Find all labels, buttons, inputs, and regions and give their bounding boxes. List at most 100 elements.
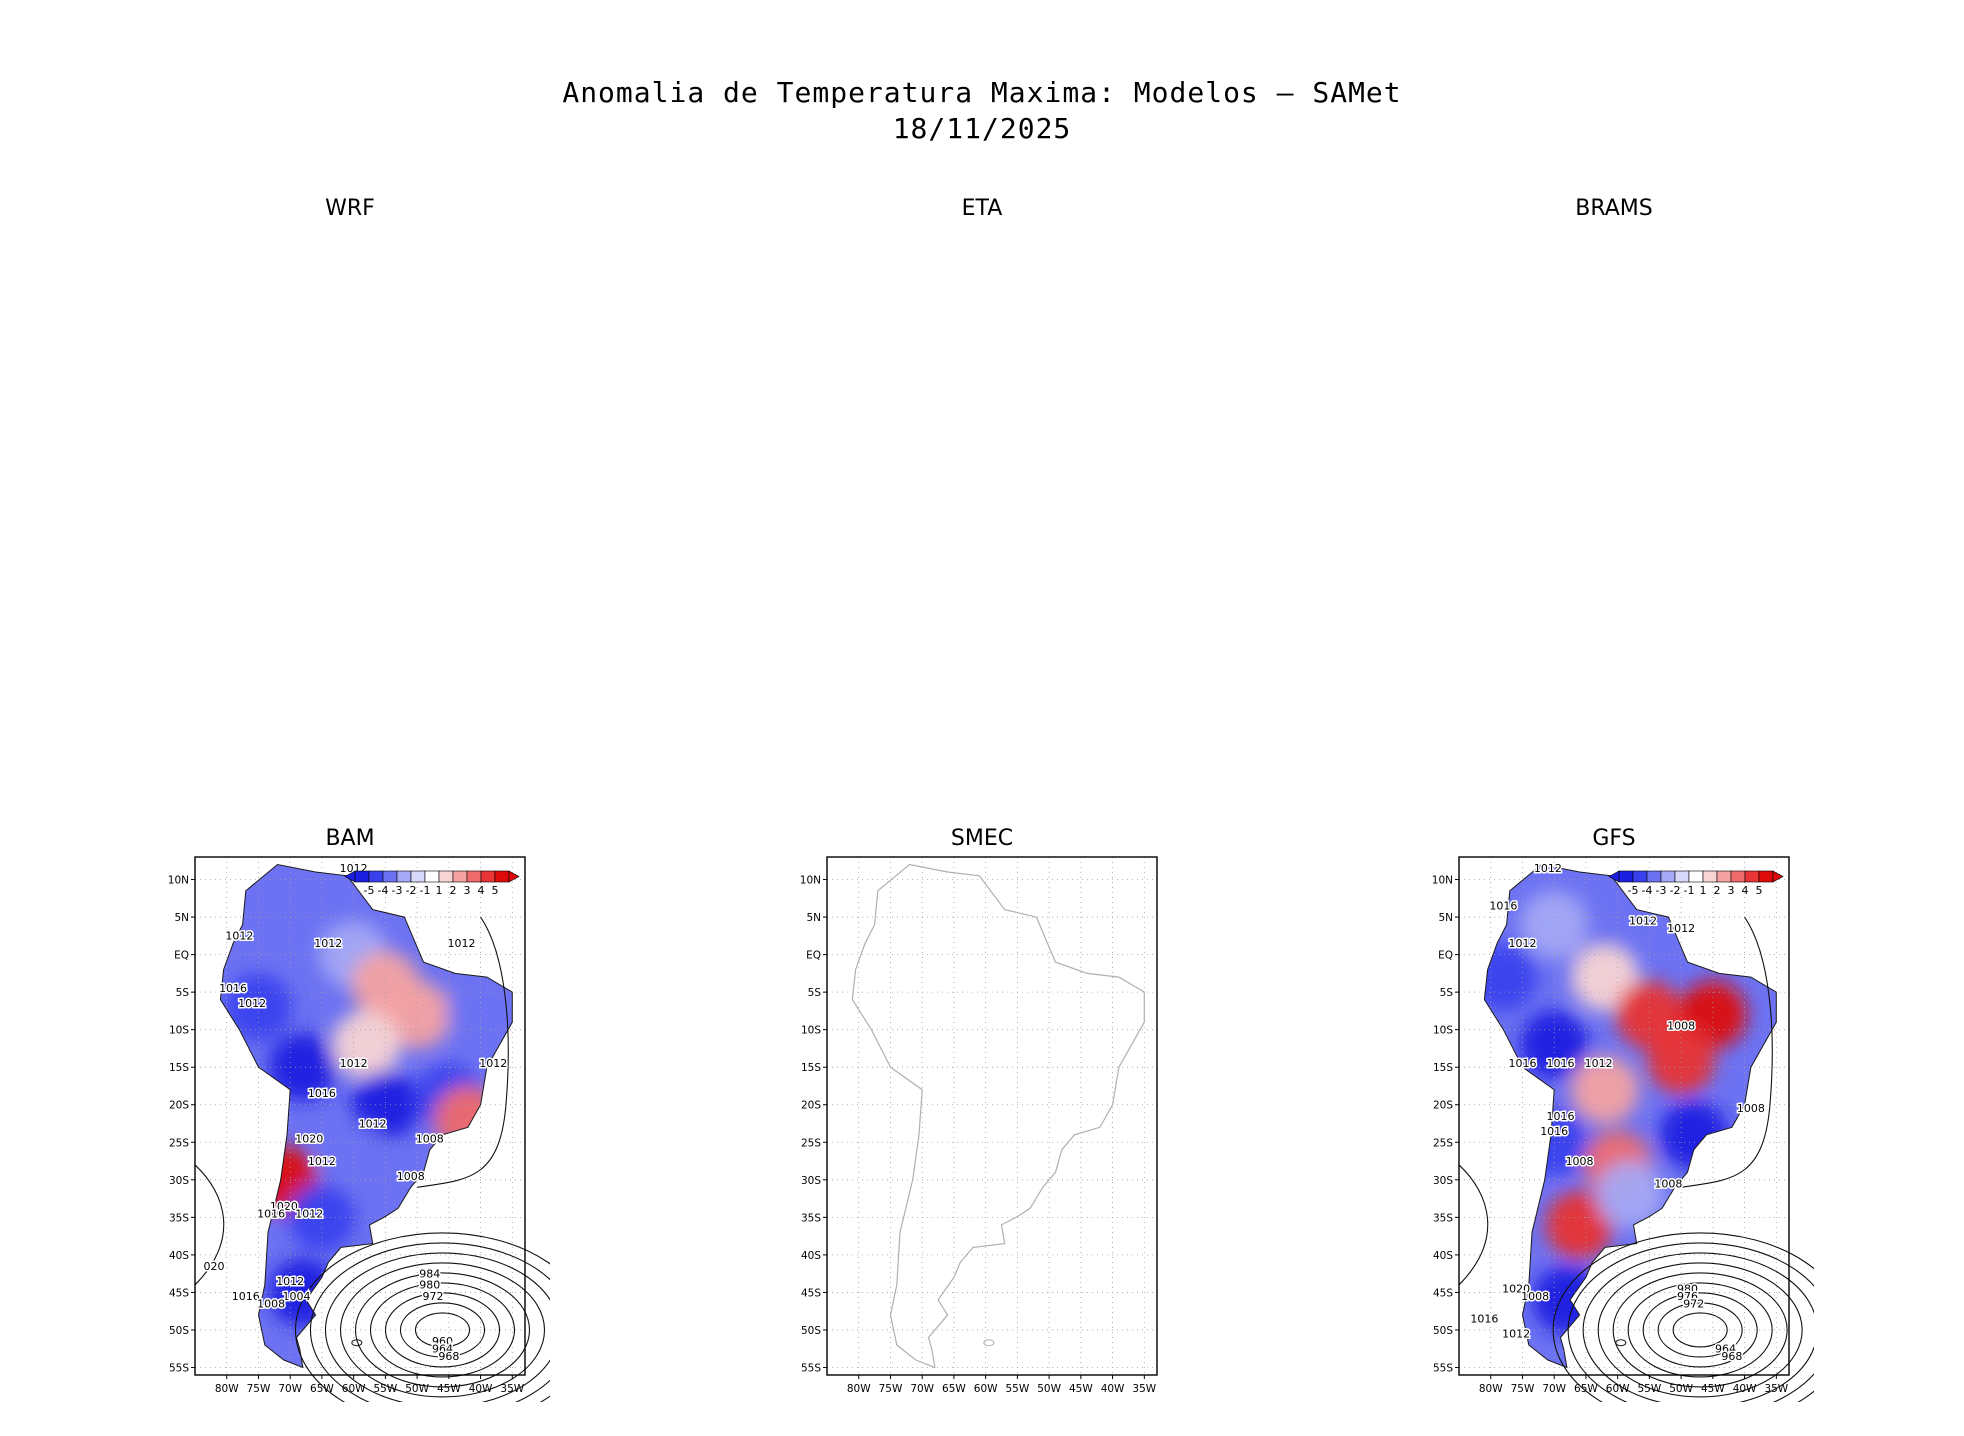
gfs-isobar-ring-9 — [1552, 1232, 1814, 1402]
gfs-anomaly-region-12 — [1596, 1160, 1665, 1229]
gfs-isobar-label-20: 972 — [1683, 1297, 1704, 1310]
gfs-legend-label-1: -4 — [1642, 884, 1653, 897]
bam-isobar-label-5: 1012 — [238, 997, 266, 1010]
bam-isobar-label-14: 1020 — [270, 1200, 298, 1213]
gfs-legend-label-6: 2 — [1714, 884, 1721, 897]
gfs-y-tick-label: 25S — [1433, 1137, 1453, 1149]
bam-x-tick-label: 65W — [310, 1383, 334, 1395]
bam-x-tick-label: 50W — [405, 1383, 429, 1395]
gfs-legend-label-2: -3 — [1656, 884, 1667, 897]
smec-y-tick-label: 5N — [806, 912, 821, 924]
bam-y-tick-label: 55S — [169, 1362, 189, 1374]
bam-isobar-label-22: 984 — [419, 1267, 440, 1280]
figure-title: Anomalia de Temperatura Maxima: Modelos … — [562, 76, 1402, 109]
bam-y-tick-label: 10S — [169, 1025, 189, 1037]
bam-isobar-ring-9 — [294, 1232, 550, 1402]
bam-y-tick-label: 15S — [169, 1062, 189, 1074]
gfs-legend-label-3: -2 — [1670, 884, 1681, 897]
bam-isobar-label-20: 1004 — [283, 1290, 311, 1303]
bam-y-tick-label: 25S — [169, 1137, 189, 1149]
bam-isobar-label-27: 968 — [438, 1350, 459, 1363]
bam-isobar-label-12: 1012 — [308, 1155, 336, 1168]
bam-isobar-label-23: 980 — [419, 1279, 440, 1292]
bam-isobar-label-15: 1016 — [257, 1207, 285, 1220]
bam-y-tick-label: 10N — [168, 875, 189, 887]
bam-x-tick-label: 80W — [215, 1383, 239, 1395]
gfs-y-tick-label: 50S — [1433, 1325, 1453, 1337]
gfs-isobar-ring-4 — [1627, 1282, 1773, 1378]
gfs-isobar-ring-3 — [1642, 1292, 1758, 1368]
bam-legend-label-7: 3 — [464, 884, 471, 897]
gfs-legend-label-5: 1 — [1700, 884, 1707, 897]
bam-x-tick-label: 75W — [247, 1383, 271, 1395]
smec-coastline — [851, 863, 1145, 1369]
bam-x-tick-label: 55W — [374, 1383, 398, 1395]
gfs-isobar-ring-6 — [1597, 1262, 1803, 1398]
bam-isobar-ring-3 — [384, 1292, 501, 1368]
gfs-isobar-ring-2 — [1657, 1302, 1743, 1358]
bam-isobar-label-26: 964 — [432, 1342, 453, 1355]
bam-legend-label-5: 1 — [436, 884, 443, 897]
bam-isobar-label-19: 1016 — [232, 1290, 260, 1303]
smec-plot-frame — [826, 856, 1158, 1376]
gfs-anomaly-region-6 — [1520, 1010, 1589, 1079]
bam-isobar-ring-5 — [354, 1272, 531, 1388]
gfs-isobar-label-21: 964 — [1715, 1342, 1736, 1355]
gfs-x-tick-label: 35W — [1764, 1383, 1788, 1395]
bam-legend-swatch-5 — [424, 870, 440, 883]
bam-legend-label-1: -4 — [378, 884, 389, 897]
bam-legend-label-0: -5 — [364, 884, 375, 897]
bam-y-tick-label: 20S — [169, 1100, 189, 1112]
gfs-y-tick-label: 5N — [1438, 912, 1453, 924]
gfs-isobars: 1012 1016 1012 1012 1012 1008 1016 1016 1012 1008… — [1458, 861, 1814, 1402]
map-panel-smec: 10N 5N EQ 5S 10S 15S 20S 25S 30S 35S 40S 45S 50S 55S 8… — [800, 856, 1158, 1395]
bam-isobar-ring-4 — [369, 1282, 516, 1378]
bam-y-tick-label: 45S — [169, 1287, 189, 1299]
gfs-anomaly-region-11 — [1545, 1190, 1614, 1259]
gfs-anomaly-region-0 — [1520, 890, 1589, 959]
bam-x-tick-label: 60W — [342, 1383, 366, 1395]
gfs-legend-swatch-5 — [1688, 870, 1704, 883]
gfs-y-tick-label: 35S — [1433, 1212, 1453, 1224]
bam-y-tick-label: 30S — [169, 1175, 189, 1187]
gfs-isobar-label-22: 968 — [1721, 1350, 1742, 1363]
gfs-isobar-label-2: 1012 — [1508, 937, 1536, 950]
smec-y-tick-label: 20S — [801, 1100, 821, 1112]
gfs-isobar-label-17: 1012 — [1502, 1327, 1530, 1340]
gfs-x-tick-label: 55W — [1638, 1383, 1662, 1395]
bam-x-tick-label: 40W — [469, 1383, 493, 1395]
gfs-isobar-label-11: 1016 — [1540, 1125, 1568, 1138]
gfs-legend-swatch-4 — [1674, 870, 1690, 883]
bam-legend-label-4: -1 — [420, 884, 431, 897]
gfs-isobar-label-1: 1016 — [1489, 900, 1517, 913]
smec-y-tick-label: 40S — [801, 1250, 821, 1262]
smec-y-tick-label: EQ — [806, 950, 821, 962]
bam-isobar-label-16: 1012 — [295, 1207, 323, 1220]
bam-isobar-label-21: 1008 — [257, 1297, 285, 1310]
bam-legend-swatch-8 — [466, 870, 482, 883]
bam-isobar-east — [417, 916, 509, 1188]
smec-y-tick-label: 15S — [801, 1062, 821, 1074]
gfs-legend-arrow-right — [1772, 870, 1784, 883]
bam-y-tick-label: 5N — [174, 912, 189, 924]
gfs-y-tick-label: 10N — [1432, 875, 1453, 887]
gfs-isobar-label-4: 1012 — [1667, 922, 1695, 935]
bam-legend-label-2: -3 — [392, 884, 403, 897]
bam-isobar-label-17: 020 — [204, 1260, 225, 1273]
gfs-isobar-label-12: 1008 — [1566, 1155, 1594, 1168]
gfs-color-legend: -5 -4 -3 -2 -1 1 2 3 4 5 — [1608, 870, 1784, 897]
gfs-y-tick-label: 40S — [1433, 1250, 1453, 1262]
bam-legend-swatch-6 — [438, 870, 454, 883]
gfs-x-tick-label: 80W — [1479, 1383, 1503, 1395]
gfs-isobar-label-7: 1016 — [1547, 1057, 1575, 1070]
bam-anomaly-region-6 — [332, 1010, 401, 1079]
bam-isobar-ring-7 — [324, 1252, 550, 1402]
gfs-legend-swatch-6 — [1702, 870, 1718, 883]
bam-legend-label-6: 2 — [450, 884, 457, 897]
gfs-isobar-label-9: 1008 — [1737, 1102, 1765, 1115]
smec-grid — [827, 857, 1157, 1375]
gfs-isobar-label-16: 1016 — [1470, 1312, 1498, 1325]
gfs-x-tick-label: 75W — [1511, 1383, 1535, 1395]
bam-y-tick-label: 40S — [169, 1250, 189, 1262]
bam-isobar-label-4: 1016 — [219, 982, 247, 995]
